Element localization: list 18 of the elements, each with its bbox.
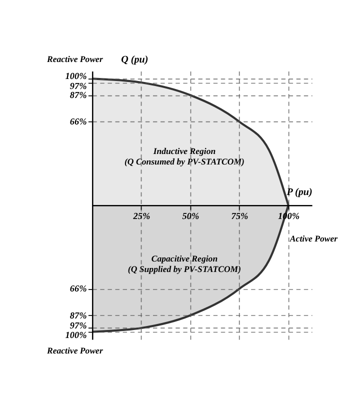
y-axis-title: Q (pu) — [121, 54, 148, 66]
annotation: Capacitive Region (Q Supplied by PV-STATCOM) — [128, 253, 242, 274]
y-tick-label: 66% — [70, 284, 88, 294]
x-tick-label: 50% — [182, 211, 200, 222]
y-tick-label: 66% — [70, 116, 88, 127]
y-tick-label: 97% — [70, 80, 88, 91]
y-tick-label: 100% — [65, 330, 88, 340]
annotation: Active Power — [288, 233, 338, 244]
annotation: Inductive Region (Q Consumed by PV-STATCOM) — [124, 146, 245, 167]
x-tick-label: 75% — [231, 211, 249, 222]
y-tick-label: 97% — [70, 320, 88, 330]
x-axis-title: P (pu) — [286, 186, 312, 198]
y-tick-label: 100% — [65, 71, 88, 82]
y-tick-label: 87% — [70, 310, 88, 320]
x-tick-label: 25% — [132, 211, 150, 222]
y-tick-label: 87% — [70, 90, 88, 100]
text: Reactive Power — [46, 346, 104, 356]
text: Reactive Power — [46, 54, 104, 64]
